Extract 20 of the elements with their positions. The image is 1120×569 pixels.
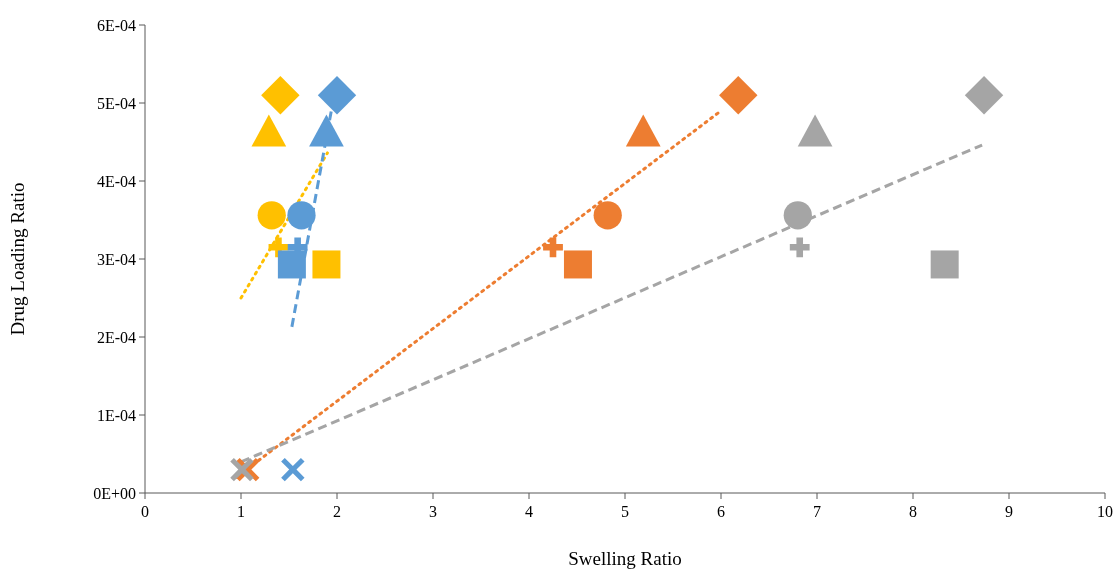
x-tick-label: 6 xyxy=(717,503,725,520)
x-tick-label: 1 xyxy=(237,503,245,520)
x-tick-label: 3 xyxy=(429,503,437,520)
y-tick-label: 0E+00 xyxy=(93,484,136,502)
x-tick-label: 8 xyxy=(909,503,917,520)
x-tick-label: 7 xyxy=(813,503,821,520)
x-tick-label: 5 xyxy=(621,503,629,520)
x-tick-label: 9 xyxy=(1005,503,1013,520)
x-tick-label: 2 xyxy=(333,503,341,520)
y-axis-title: Drug Loading Ratio xyxy=(7,182,28,336)
x-tick-label: 0 xyxy=(141,503,149,520)
y-tick-label: 1E-04 xyxy=(96,406,136,424)
x-axis-title: Swelling Ratio xyxy=(568,548,682,569)
x-tick-label: 4 xyxy=(525,503,533,520)
x-tick-label: 10 xyxy=(1097,503,1113,520)
y-tick-label: 3E-04 xyxy=(96,250,136,268)
y-tick-label: 2E-04 xyxy=(96,328,136,346)
y-tick-label: 6E-04 xyxy=(96,16,136,34)
y-tick-label: 4E-04 xyxy=(96,172,136,190)
y-tick-label: 5E-04 xyxy=(96,94,136,112)
